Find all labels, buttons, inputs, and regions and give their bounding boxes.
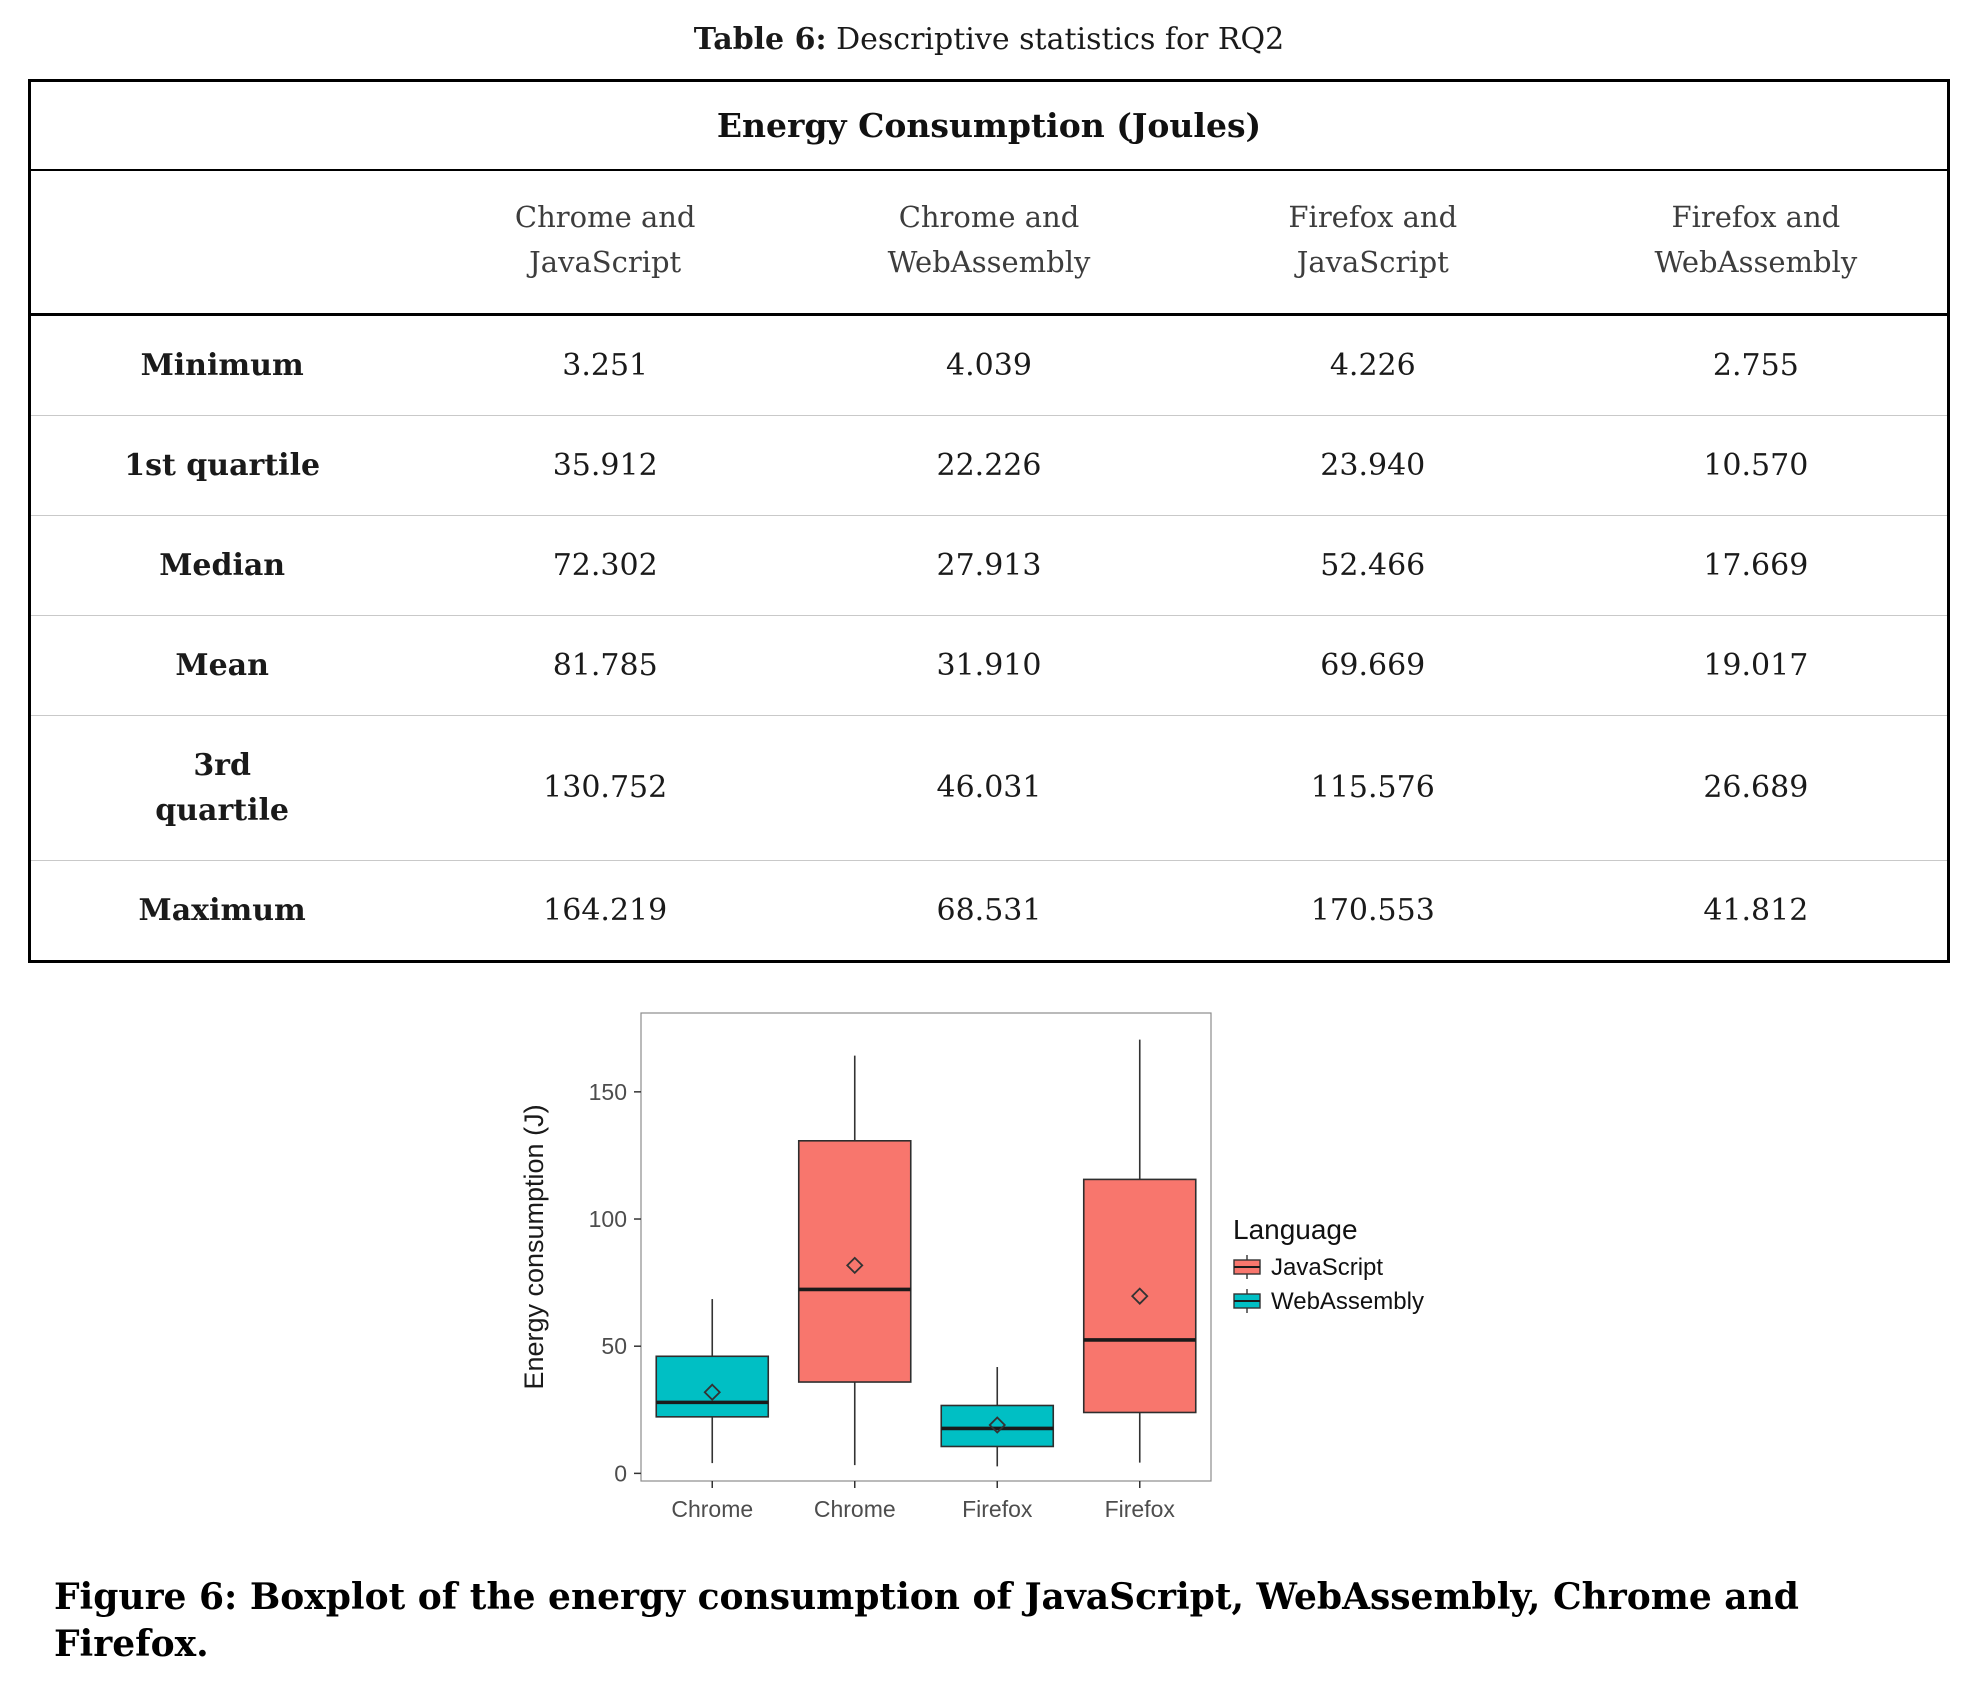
table-row: 1st quartile 35.912 22.226 23.940 10.570: [29, 414, 1949, 516]
mean-marker: [988, 1416, 1007, 1434]
stat-value: 81.785: [413, 614, 798, 716]
stat-value: 23.940: [1180, 414, 1565, 516]
y-tick-label: 100: [589, 1206, 627, 1232]
stat-value: 10.570: [1564, 414, 1949, 516]
column-header-line2: WebAssembly: [887, 244, 1091, 279]
stat-value: 72.302: [413, 514, 798, 616]
stat-value: 3.251: [562, 347, 649, 383]
stat-value: 31.910: [797, 614, 1181, 716]
row-label: Minimum: [140, 347, 304, 383]
mean-marker: [703, 1383, 722, 1401]
stat-value: 115.576: [1180, 714, 1565, 861]
mean-marker: [1130, 1287, 1149, 1305]
box: [655, 1355, 770, 1418]
column-header-line1: Chrome and: [898, 200, 1080, 234]
column-header-row: Chrome and JavaScript Chrome and WebAssembl…: [29, 170, 1949, 316]
table-body: Minimum 3.251 4.039 4.226 2.755 1st quartile 3…: [29, 314, 1949, 962]
legend-title: Language: [1233, 1214, 1358, 1245]
y-axis-title: Energy consumption (J): [519, 1104, 549, 1389]
stat-value: 17.669: [1564, 514, 1949, 616]
stat-value: 4.039: [946, 347, 1032, 383]
x-tick-label: Chrome: [671, 1496, 753, 1522]
column-header: Firefox and WebAssembly: [1564, 170, 1949, 316]
stats-table: Energy Consumption (Joules) Chrome and Ja…: [28, 79, 1950, 963]
table-row: Mean 81.785 31.910 69.669 19.017: [29, 614, 1949, 716]
table-row: Median 72.302 27.913 52.466 17.669: [29, 514, 1949, 616]
stat-value: 2.755: [1712, 347, 1799, 383]
table-row: Minimum 3.251 4.039 4.226 2.755: [30, 314, 1949, 415]
stat-value: 164.219: [413, 859, 798, 962]
stat-value: 26.689: [1564, 714, 1949, 861]
column-header-line1: Firefox and: [1671, 200, 1841, 234]
y-tick-label: 150: [589, 1079, 627, 1105]
stat-value: 19.017: [1564, 614, 1949, 716]
box: [940, 1404, 1055, 1448]
row-label: 3rd quartile: [29, 714, 414, 861]
stat-value: 41.812: [1564, 859, 1949, 962]
stat-value: 27.913: [797, 514, 1181, 616]
table-caption-label: Table 6:: [693, 22, 827, 57]
stat-value: 35.912: [413, 414, 798, 516]
column-header-line1: Chrome and: [514, 200, 696, 234]
column-header: Chrome and WebAssembly: [797, 170, 1181, 316]
row-label: Maximum: [29, 859, 414, 962]
boxplot-figure: 0 50 100 150 Chrome Chrome Firefox Firefox Energ…: [28, 999, 1950, 1544]
column-header-line2: JavaScript: [529, 244, 682, 279]
table-row: 3rd quartile 130.752 46.031 115.576 26.689: [29, 714, 1949, 861]
stat-value: 68.531: [797, 859, 1181, 962]
table-caption-text: Descriptive statistics for RQ2: [826, 22, 1285, 57]
x-tick-label: Firefox: [962, 1496, 1033, 1522]
stat-value: 52.466: [1180, 514, 1565, 616]
y-tick-label: 0: [614, 1460, 627, 1486]
stat-value: 130.752: [413, 714, 798, 861]
x-tick-label: Chrome: [814, 1496, 896, 1522]
mean-marker: [845, 1256, 864, 1274]
column-header-line2: JavaScript: [1296, 244, 1449, 279]
corner-cell: [29, 170, 414, 316]
stat-value: 46.031: [797, 714, 1181, 861]
legend-entry-label: WebAssembly: [1271, 1288, 1424, 1315]
table-title: Energy Consumption (Joules): [29, 80, 1949, 171]
stat-value: 4.226: [1329, 347, 1416, 383]
row-label: Mean: [29, 614, 414, 716]
boxplot-chart: 0 50 100 150 Chrome Chrome Firefox Firefox Energ…: [519, 1012, 1424, 1522]
column-header: Firefox and JavaScript: [1180, 170, 1565, 316]
row-label: 1st quartile: [29, 414, 414, 516]
x-tick-label: Firefox: [1105, 1496, 1176, 1522]
box: [1082, 1178, 1197, 1414]
figure-caption: Figure 6: Boxplot of the energy consumpt…: [54, 1575, 1799, 1665]
column-header: Chrome and JavaScript: [413, 170, 798, 316]
stat-value: 170.553: [1180, 859, 1565, 962]
y-tick-label: 50: [601, 1333, 627, 1359]
column-header-line2: WebAssembly: [1654, 244, 1858, 279]
table-title-row: Energy Consumption (Joules): [29, 80, 1949, 171]
stat-value: 22.226: [797, 414, 1181, 516]
legend-entry-label: JavaScript: [1271, 1254, 1383, 1281]
table-caption: Table 6: Descriptive statistics for RQ2: [28, 22, 1950, 57]
stat-value: 69.669: [1180, 614, 1565, 716]
table-row: Maximum 164.219 68.531 170.553 41.812: [29, 859, 1949, 962]
column-header-line1: Firefox and: [1288, 200, 1458, 234]
box: [797, 1139, 912, 1383]
row-label: Median: [29, 514, 414, 616]
